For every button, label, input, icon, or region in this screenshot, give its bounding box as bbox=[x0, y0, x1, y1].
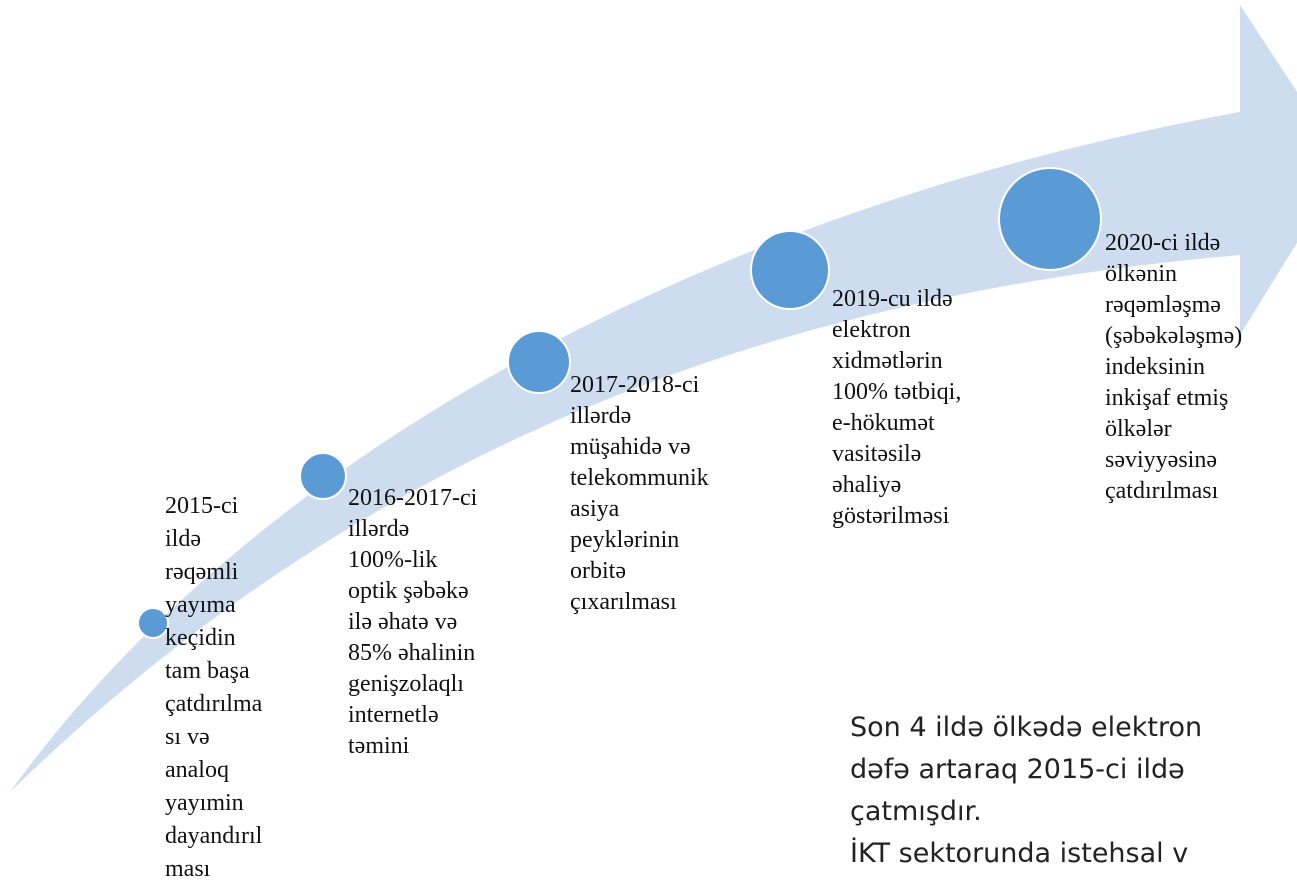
milestone-dot bbox=[137, 607, 169, 639]
text-line: (şəbəkələşmə) bbox=[1105, 323, 1243, 349]
text-line: 85% əhalinin bbox=[348, 640, 476, 666]
text-line: inkişaf etmiş bbox=[1105, 385, 1229, 411]
text-line: çatdırılması bbox=[1105, 478, 1219, 504]
text-line: genişzolaqlı bbox=[348, 671, 464, 697]
text-line: rəqəmləşmə bbox=[1105, 292, 1221, 318]
milestone-dot bbox=[507, 330, 571, 394]
text-line: sı və bbox=[165, 724, 210, 750]
text-line: dayandırıl bbox=[165, 823, 263, 849]
text-line: 2015-ci bbox=[165, 493, 239, 519]
text-line: müşahidə və bbox=[570, 434, 691, 460]
text-line: çıxarılması bbox=[570, 589, 677, 615]
text-line: Son 4 ildə ölkədə elektron bbox=[850, 712, 1203, 743]
text-line: tam başa bbox=[165, 658, 250, 684]
text-line: ölkələr bbox=[1105, 416, 1172, 442]
text-line: 100% tətbiqi, bbox=[832, 379, 962, 405]
text-line: xidmətlərin bbox=[832, 348, 943, 374]
text-line: yayıma bbox=[165, 592, 236, 618]
milestone-text: 2019-cu ildə elektron xidmətlərin 100% tətb… bbox=[832, 284, 961, 532]
text-line: dəfə artaraq 2015-ci ildə bbox=[850, 754, 1185, 785]
text-line: çatmışdır. bbox=[850, 796, 982, 827]
text-line: 2016-2017-ci bbox=[348, 485, 478, 511]
text-line: keçidin bbox=[165, 625, 236, 651]
milestone-text: 2017-2018-ci illərdə müşahidə və telekommun… bbox=[570, 370, 709, 618]
text-line: 100%-lik bbox=[348, 547, 438, 573]
text-line: telekommunik bbox=[570, 465, 709, 491]
milestone-text: 2015-ci ildə rəqəmli yayıma keçidin tam başa ç… bbox=[165, 490, 262, 886]
text-line: ması bbox=[165, 856, 211, 882]
text-line: peyklərinin bbox=[570, 527, 680, 553]
text-line: 2020-ci ildə bbox=[1105, 230, 1221, 256]
text-line: təmini bbox=[348, 733, 410, 759]
text-line: optik şəbəkə bbox=[348, 578, 469, 604]
text-line: əhaliyə bbox=[832, 472, 902, 498]
text-line: asiya bbox=[570, 496, 620, 522]
text-line: ölkənin bbox=[1105, 261, 1177, 287]
milestone-dot bbox=[750, 230, 830, 310]
text-line: orbitə bbox=[570, 558, 626, 584]
text-line: 2019-cu ildə bbox=[832, 286, 953, 312]
text-line: ildə bbox=[165, 526, 201, 552]
text-line: yayımin bbox=[165, 790, 244, 816]
text-line: çatdırılma bbox=[165, 691, 263, 717]
arrow bbox=[10, 5, 1297, 792]
text-line: göstərilməsi bbox=[832, 503, 950, 529]
note-text: Son 4 ildə ölkədə elektron dəfə artaraq 2… bbox=[850, 712, 1202, 880]
text-line: internetlə bbox=[348, 702, 439, 728]
text-line: illərdə bbox=[570, 403, 632, 429]
text-line: vasitəsilə bbox=[832, 441, 922, 467]
text-line: rəqəmli bbox=[165, 559, 239, 585]
text-line: elektron bbox=[832, 317, 911, 343]
milestone-dot bbox=[998, 167, 1102, 271]
text-line: illərdə bbox=[348, 516, 410, 542]
text-line: 2017-2018-ci bbox=[570, 372, 700, 398]
text-line: səviyyəsinə bbox=[1105, 447, 1217, 473]
text-line: ilə əhatə və bbox=[348, 609, 458, 635]
milestone-text: 2020-ci ildə ölkənin rəqəmləşmə (şəbəkələşm… bbox=[1105, 228, 1242, 507]
milestone-dot bbox=[299, 452, 347, 500]
milestone-text: 2016-2017-ci illərdə 100%-lik optik şəbəkə i… bbox=[348, 483, 477, 762]
text-line: e-hökumət bbox=[832, 410, 935, 436]
text-line: analoq bbox=[165, 757, 229, 783]
text-line: indeksinin bbox=[1105, 354, 1205, 380]
text-line: İKT sektorunda istehsal v bbox=[850, 838, 1189, 869]
